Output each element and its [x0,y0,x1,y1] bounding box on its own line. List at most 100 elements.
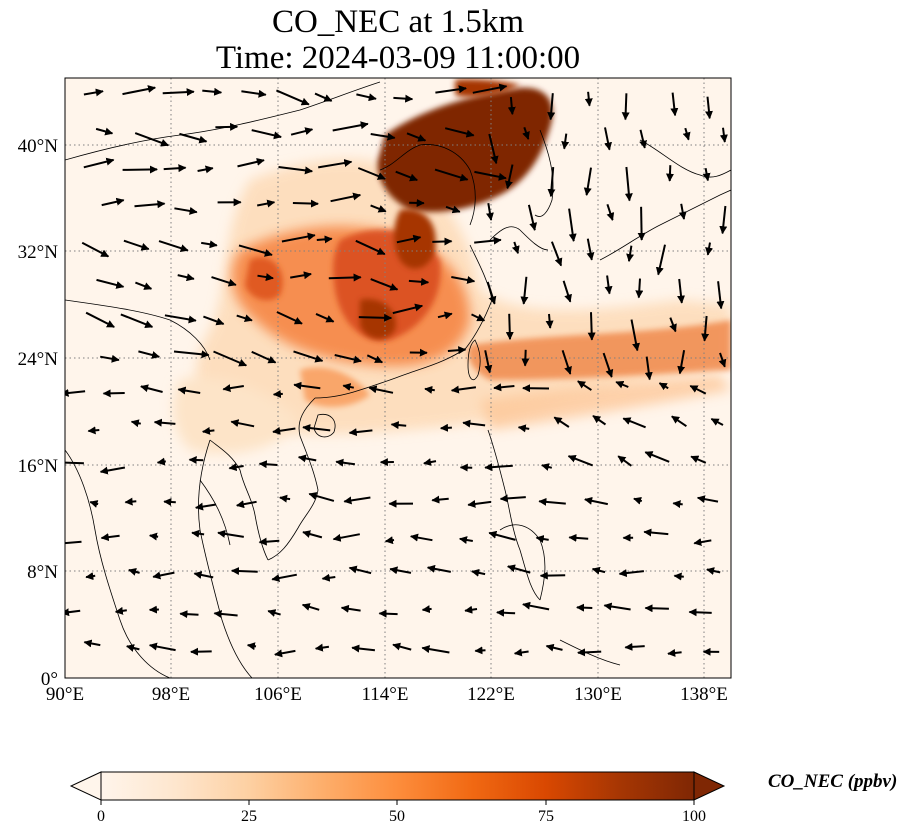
wind-vector-arrow [522,126,530,140]
wind-vector-arrow [706,567,721,575]
wind-vector-arrow [603,602,631,611]
wind-vector-arrow [230,419,255,428]
wind-vector-arrow [511,241,520,255]
wind-vector-arrow [134,132,170,147]
wind-vector-arrow [293,350,324,363]
wind-vector-arrow [484,350,493,374]
wind-vector-arrow [547,167,556,198]
wind-vector-arrow [213,350,248,367]
wind-vector-arrow [626,245,635,262]
wind-vector-arrow [297,454,317,463]
wind-vector-arrow [488,133,499,165]
wind-vector-arrow [302,424,331,433]
lon-tick-label: 98°E [152,684,190,705]
wind-vector-arrow [215,122,239,131]
wind-vector-arrow [408,277,430,286]
wind-vector-arrow [236,314,253,323]
wind-vector-arrow [624,642,645,651]
wind-vector-arrow [604,275,613,295]
wind-vector-arrow [348,565,372,575]
wind-vector-arrow [435,85,467,94]
wind-vector-arrow [710,418,724,426]
wind-vector-arrow [577,380,592,391]
wind-vector-arrow [562,280,572,303]
wind-vector-arrow [643,528,669,537]
wind-vector-arrow [669,317,677,333]
wind-vector-arrow [432,237,453,246]
wind-vector-arrow [586,238,595,261]
wind-vector-arrow [332,121,369,132]
wind-vector-arrow [689,385,707,395]
wind-vector-arrow [281,232,316,243]
wind-vector-arrow [356,93,377,102]
map-title: CO_NEC at 1.5km [271,4,525,40]
wind-vector-arrow [390,421,407,430]
wind-vector-arrow [177,273,195,282]
wind-vector-arrow [164,314,197,324]
wind-vector-arrow [701,315,710,342]
wind-vector-arrow [488,530,516,541]
wind-vector-arrow [673,572,684,581]
wind-vector-arrow [357,167,386,180]
wind-vector-arrow [358,313,393,322]
wind-vector-arrow [342,383,354,391]
wind-vector-arrow [690,455,707,464]
wind-vector-arrow [135,281,153,290]
wind-vector-arrow [202,426,215,435]
wind-vector-arrow [583,167,592,196]
wind-vector-arrow [568,533,589,542]
wind-vector-arrow [251,129,282,140]
colorbar: 0 25 50 75 100 [69,771,726,825]
wind-vector-arrow [622,417,646,429]
wind-vector-arrow [392,303,424,315]
wind-vector-arrow [568,208,577,242]
wind-vector-arrow [474,170,507,181]
wind-vector-arrow [274,649,296,658]
colorbar-tick-label: 0 [97,808,105,825]
wind-vector-arrow [81,241,110,258]
wind-vector-arrow [423,458,437,466]
wind-vector-arrow [316,235,333,244]
wind-vector-arrow [561,133,570,150]
wind-vector-arrow [665,165,674,182]
wind-vector-arrow [389,566,412,575]
wind-vector-arrow [272,426,296,435]
wind-vector-arrow [351,644,376,653]
wind-vector-arrow [236,500,257,509]
wind-vector-arrow [122,85,156,96]
wind-vector-arrow [471,568,486,577]
wind-vector-arrow [318,159,353,169]
wind-vector-arrow [65,608,81,617]
wind-vector-arrow [493,383,515,392]
wind-vector-arrow [258,537,280,546]
wind-vector-arrow [308,492,335,502]
wind-vector-arrow [445,205,461,214]
wind-vector-arrow [123,239,150,251]
wind-vector-arrow [545,643,563,652]
wind-vector-arrow [644,604,669,613]
wind-vector-arrow [424,385,435,394]
wind-vector-arrow [450,385,477,394]
wind-vector-arrow [644,451,670,463]
wind-vector-arrow [302,530,323,539]
wind-vector-arrow [314,92,333,102]
lon-tick-label: 106°E [254,684,302,705]
wind-vector-arrow [246,642,257,651]
wind-vector-arrow [547,93,556,121]
wind-vector-arrow [550,241,563,267]
wind-vector-arrow [606,203,615,221]
wind-vector-arrow [128,568,140,576]
lon-tick-label: 114°E [362,684,409,705]
wind-vector-arrow [440,423,452,432]
lat-tick-label: 0° [41,669,58,690]
wind-vector-arrow [431,495,449,504]
wind-vector-arrow [120,313,154,328]
wind-vector-arrow [527,204,538,231]
wind-vector-arrow [718,352,727,368]
wind-vector-arrow [292,199,319,208]
wind-vector-arrow [251,350,277,364]
wind-vector-arrow [348,428,373,437]
wind-vector-arrow [213,609,238,618]
wind-vector-arrow [193,571,214,579]
